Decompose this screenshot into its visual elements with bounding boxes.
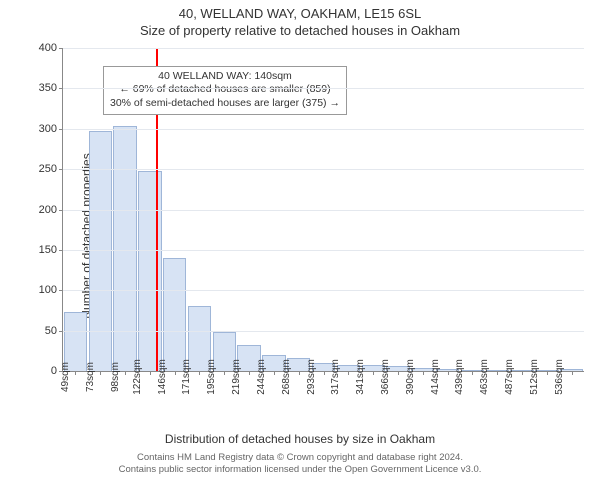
x-tick-label: 463sqm	[479, 359, 490, 395]
y-tick-label: 250	[39, 163, 63, 175]
plot-region: 49sqm73sqm98sqm122sqm146sqm171sqm195sqm2…	[62, 48, 584, 372]
x-tick	[274, 371, 275, 375]
x-tick	[299, 371, 300, 375]
x-tick	[348, 371, 349, 375]
gridline	[63, 290, 584, 291]
y-tick-label: 100	[39, 284, 63, 296]
x-tick	[398, 371, 399, 375]
x-tick	[224, 371, 225, 375]
x-tick-label: 73sqm	[85, 362, 96, 392]
y-tick-label: 350	[39, 82, 63, 94]
x-tick-label: 195sqm	[206, 359, 217, 395]
x-tick-label: 512sqm	[529, 359, 540, 395]
chart-container: 40, WELLAND WAY, OAKHAM, LE15 6SL Size o…	[0, 0, 600, 500]
annotation-box: 40 WELLAND WAY: 140sqm ← 69% of detached…	[103, 66, 347, 115]
gridline	[63, 169, 584, 170]
histogram-bar	[163, 258, 186, 371]
x-tick	[448, 371, 449, 375]
x-tick-label: 414sqm	[430, 359, 441, 395]
gridline	[63, 331, 584, 332]
x-tick-label: 293sqm	[306, 359, 317, 395]
footer-line2: Contains public sector information licen…	[8, 464, 592, 476]
x-tick-label: 146sqm	[157, 359, 168, 395]
gridline	[63, 88, 584, 89]
footer-line1: Contains HM Land Registry data © Crown c…	[8, 452, 592, 464]
x-tick	[249, 371, 250, 375]
x-tick	[175, 371, 176, 375]
annotation-line2: ← 69% of detached houses are smaller (85…	[110, 83, 340, 97]
x-tick	[150, 371, 151, 375]
annotation-line3: 30% of semi-detached houses are larger (…	[110, 97, 340, 111]
x-tick-label: 366sqm	[380, 359, 391, 395]
x-tick	[472, 371, 473, 375]
chart-title: Size of property relative to detached ho…	[8, 23, 592, 38]
x-tick	[423, 371, 424, 375]
y-tick-label: 150	[39, 244, 63, 256]
chart-area: Number of detached properties 49sqm73sqm…	[8, 42, 592, 430]
x-tick	[199, 371, 200, 375]
x-tick-label: 268sqm	[281, 359, 292, 395]
y-tick-label: 300	[39, 123, 63, 135]
x-axis-label: Distribution of detached houses by size …	[8, 432, 592, 446]
x-tick	[75, 371, 76, 375]
y-tick-label: 50	[45, 325, 63, 337]
x-tick	[572, 371, 573, 375]
gridline	[63, 210, 584, 211]
x-tick-label: 487sqm	[504, 359, 515, 395]
address-title: 40, WELLAND WAY, OAKHAM, LE15 6SL	[8, 6, 592, 21]
histogram-bar	[113, 126, 136, 371]
gridline	[63, 250, 584, 251]
x-tick	[497, 371, 498, 375]
x-tick	[324, 371, 325, 375]
y-tick-label: 400	[39, 42, 63, 54]
x-tick-label: 171sqm	[182, 359, 193, 395]
x-tick-label: 244sqm	[256, 359, 267, 395]
y-tick-label: 200	[39, 204, 63, 216]
x-tick-label: 390sqm	[405, 359, 416, 395]
histogram-bar	[89, 131, 112, 371]
footer-attribution: Contains HM Land Registry data © Crown c…	[8, 452, 592, 476]
histogram-bar	[138, 171, 161, 371]
x-tick-label: 122sqm	[132, 359, 143, 395]
x-tick	[373, 371, 374, 375]
x-tick-label: 219sqm	[231, 359, 242, 395]
x-tick-label: 536sqm	[554, 359, 565, 395]
x-tick-label: 341sqm	[355, 359, 366, 395]
x-tick	[547, 371, 548, 375]
x-tick-label: 317sqm	[331, 359, 342, 395]
x-tick-label: 439sqm	[455, 359, 466, 395]
gridline	[63, 48, 584, 49]
x-tick-label: 98sqm	[110, 362, 121, 392]
y-tick-label: 0	[51, 365, 63, 377]
x-tick	[100, 371, 101, 375]
gridline	[63, 129, 584, 130]
x-tick	[125, 371, 126, 375]
x-tick	[522, 371, 523, 375]
annotation-line1: 40 WELLAND WAY: 140sqm	[110, 70, 340, 84]
